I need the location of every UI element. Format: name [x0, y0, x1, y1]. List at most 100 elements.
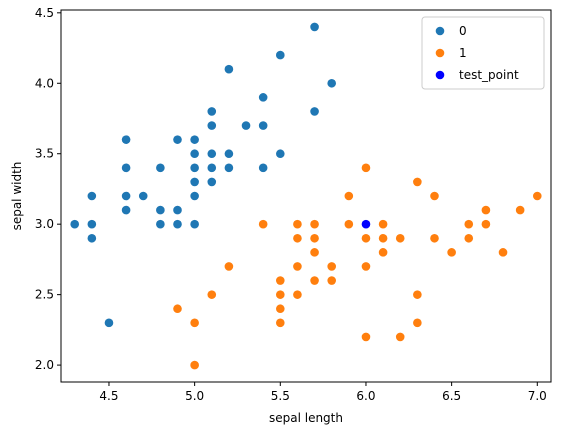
point-series-0-26 — [207, 107, 217, 116]
point-series-1-22 — [361, 332, 371, 342]
point-series-0-2 — [87, 219, 97, 229]
point-series-2-0 — [361, 219, 371, 229]
point-series-0-11 — [156, 205, 165, 215]
point-series-0-28 — [224, 149, 234, 159]
point-series-0-33 — [258, 93, 268, 102]
point-series-0-25 — [207, 121, 217, 130]
point-series-1-35 — [430, 191, 439, 201]
point-series-0-3 — [87, 191, 97, 201]
legend-label-0: 0 — [459, 24, 467, 38]
point-series-1-32 — [413, 290, 422, 299]
plot-frame — [60, 9, 552, 383]
point-series-0-5 — [121, 205, 131, 215]
x-tick-label-0: 4.5 — [99, 389, 118, 403]
point-series-0-4 — [104, 318, 114, 328]
point-series-1-13 — [293, 219, 302, 229]
point-series-0-38 — [327, 78, 337, 88]
point-series-0-34 — [276, 149, 285, 159]
point-series-1-19 — [327, 262, 337, 271]
y-tick-label-2: 3.0 — [35, 217, 54, 231]
point-series-1-36 — [447, 248, 456, 257]
point-series-1-15 — [310, 248, 319, 257]
y-tick-label-5: 4.5 — [35, 6, 54, 20]
point-series-0-7 — [121, 163, 131, 173]
point-series-1-3 — [207, 290, 217, 299]
point-series-1-21 — [344, 191, 354, 201]
point-series-0-27 — [224, 163, 234, 173]
point-series-1-42 — [515, 205, 525, 215]
x-axis-ticks: 4.5 5.0 5.5 6.0 6.5 7.0 — [99, 382, 547, 403]
point-series-0-36 — [310, 107, 319, 116]
point-series-1-10 — [293, 290, 302, 299]
point-series-1-12 — [293, 233, 302, 243]
point-series-1-7 — [276, 304, 285, 314]
point-series-1-9 — [276, 276, 285, 285]
point-series-0-30 — [241, 121, 251, 130]
point-series-0-17 — [190, 191, 199, 201]
point-series-1-37 — [464, 233, 474, 243]
point-series-0-0 — [70, 219, 80, 229]
y-tick-label-4: 4.0 — [35, 76, 54, 90]
point-series-0-6 — [121, 191, 131, 201]
x-tick-label-5: 7.0 — [528, 389, 547, 403]
point-series-0-1 — [87, 233, 97, 243]
point-series-1-39 — [481, 219, 491, 229]
point-series-1-14 — [310, 276, 319, 285]
point-series-1-18 — [327, 276, 337, 285]
y-axis-label: sepal width — [10, 162, 24, 231]
point-series-0-22 — [207, 177, 217, 187]
point-series-1-4 — [224, 262, 234, 271]
point-series-1-0 — [173, 304, 182, 314]
point-series-1-43 — [532, 191, 542, 201]
point-series-0-13 — [173, 219, 182, 229]
point-series-0-12 — [156, 163, 165, 173]
point-series-0-16 — [190, 219, 199, 229]
legend-marker-1 — [435, 48, 445, 58]
point-series-1-24 — [361, 233, 371, 243]
point-series-0-29 — [224, 64, 234, 74]
y-axis-ticks: 2.0 2.5 3.0 3.5 4.0 4.5 — [35, 6, 61, 372]
x-tick-label-2: 5.5 — [271, 389, 290, 403]
point-series-0-20 — [190, 149, 199, 159]
x-tick-label-3: 6.0 — [356, 389, 375, 403]
point-series-1-30 — [395, 233, 405, 243]
point-series-1-6 — [276, 318, 285, 328]
point-series-0-37 — [310, 22, 319, 32]
point-series-1-34 — [430, 233, 439, 243]
point-series-0-18 — [190, 177, 199, 187]
point-series-0-19 — [190, 163, 199, 173]
point-series-0-32 — [258, 121, 268, 130]
legend-label-1: 1 — [459, 46, 467, 60]
point-series-1-17 — [310, 219, 319, 229]
point-series-0-21 — [190, 135, 199, 144]
y-tick-label-0: 2.0 — [35, 358, 54, 372]
point-series-1-26 — [378, 248, 388, 257]
point-series-1-28 — [378, 219, 388, 229]
point-series-0-31 — [258, 163, 268, 173]
point-series-1-38 — [464, 219, 474, 229]
x-axis-label: sepal length — [269, 411, 343, 425]
point-series-0-15 — [173, 135, 182, 144]
point-series-0-24 — [207, 149, 217, 159]
point-series-0-9 — [138, 191, 148, 201]
point-series-1-41 — [498, 248, 508, 257]
legend-marker-0 — [435, 26, 445, 36]
point-series-0-35 — [276, 50, 285, 60]
point-series-1-40 — [481, 205, 491, 215]
point-series-1-25 — [361, 163, 371, 173]
point-series-1-8 — [276, 290, 285, 299]
legend-box — [421, 16, 545, 90]
point-series-1-2 — [190, 318, 199, 328]
y-tick-label-1: 2.5 — [35, 288, 54, 302]
point-series-0-23 — [207, 163, 217, 173]
point-series-1-20 — [344, 219, 354, 229]
legend: 0 1 test_point — [421, 16, 545, 90]
point-series-0-10 — [156, 219, 165, 229]
point-series-1-31 — [413, 318, 422, 328]
point-series-1-33 — [413, 177, 422, 187]
point-series-0-14 — [173, 205, 182, 215]
legend-marker-2 — [435, 70, 445, 80]
point-series-1-11 — [293, 262, 302, 271]
point-series-1-29 — [395, 332, 405, 342]
